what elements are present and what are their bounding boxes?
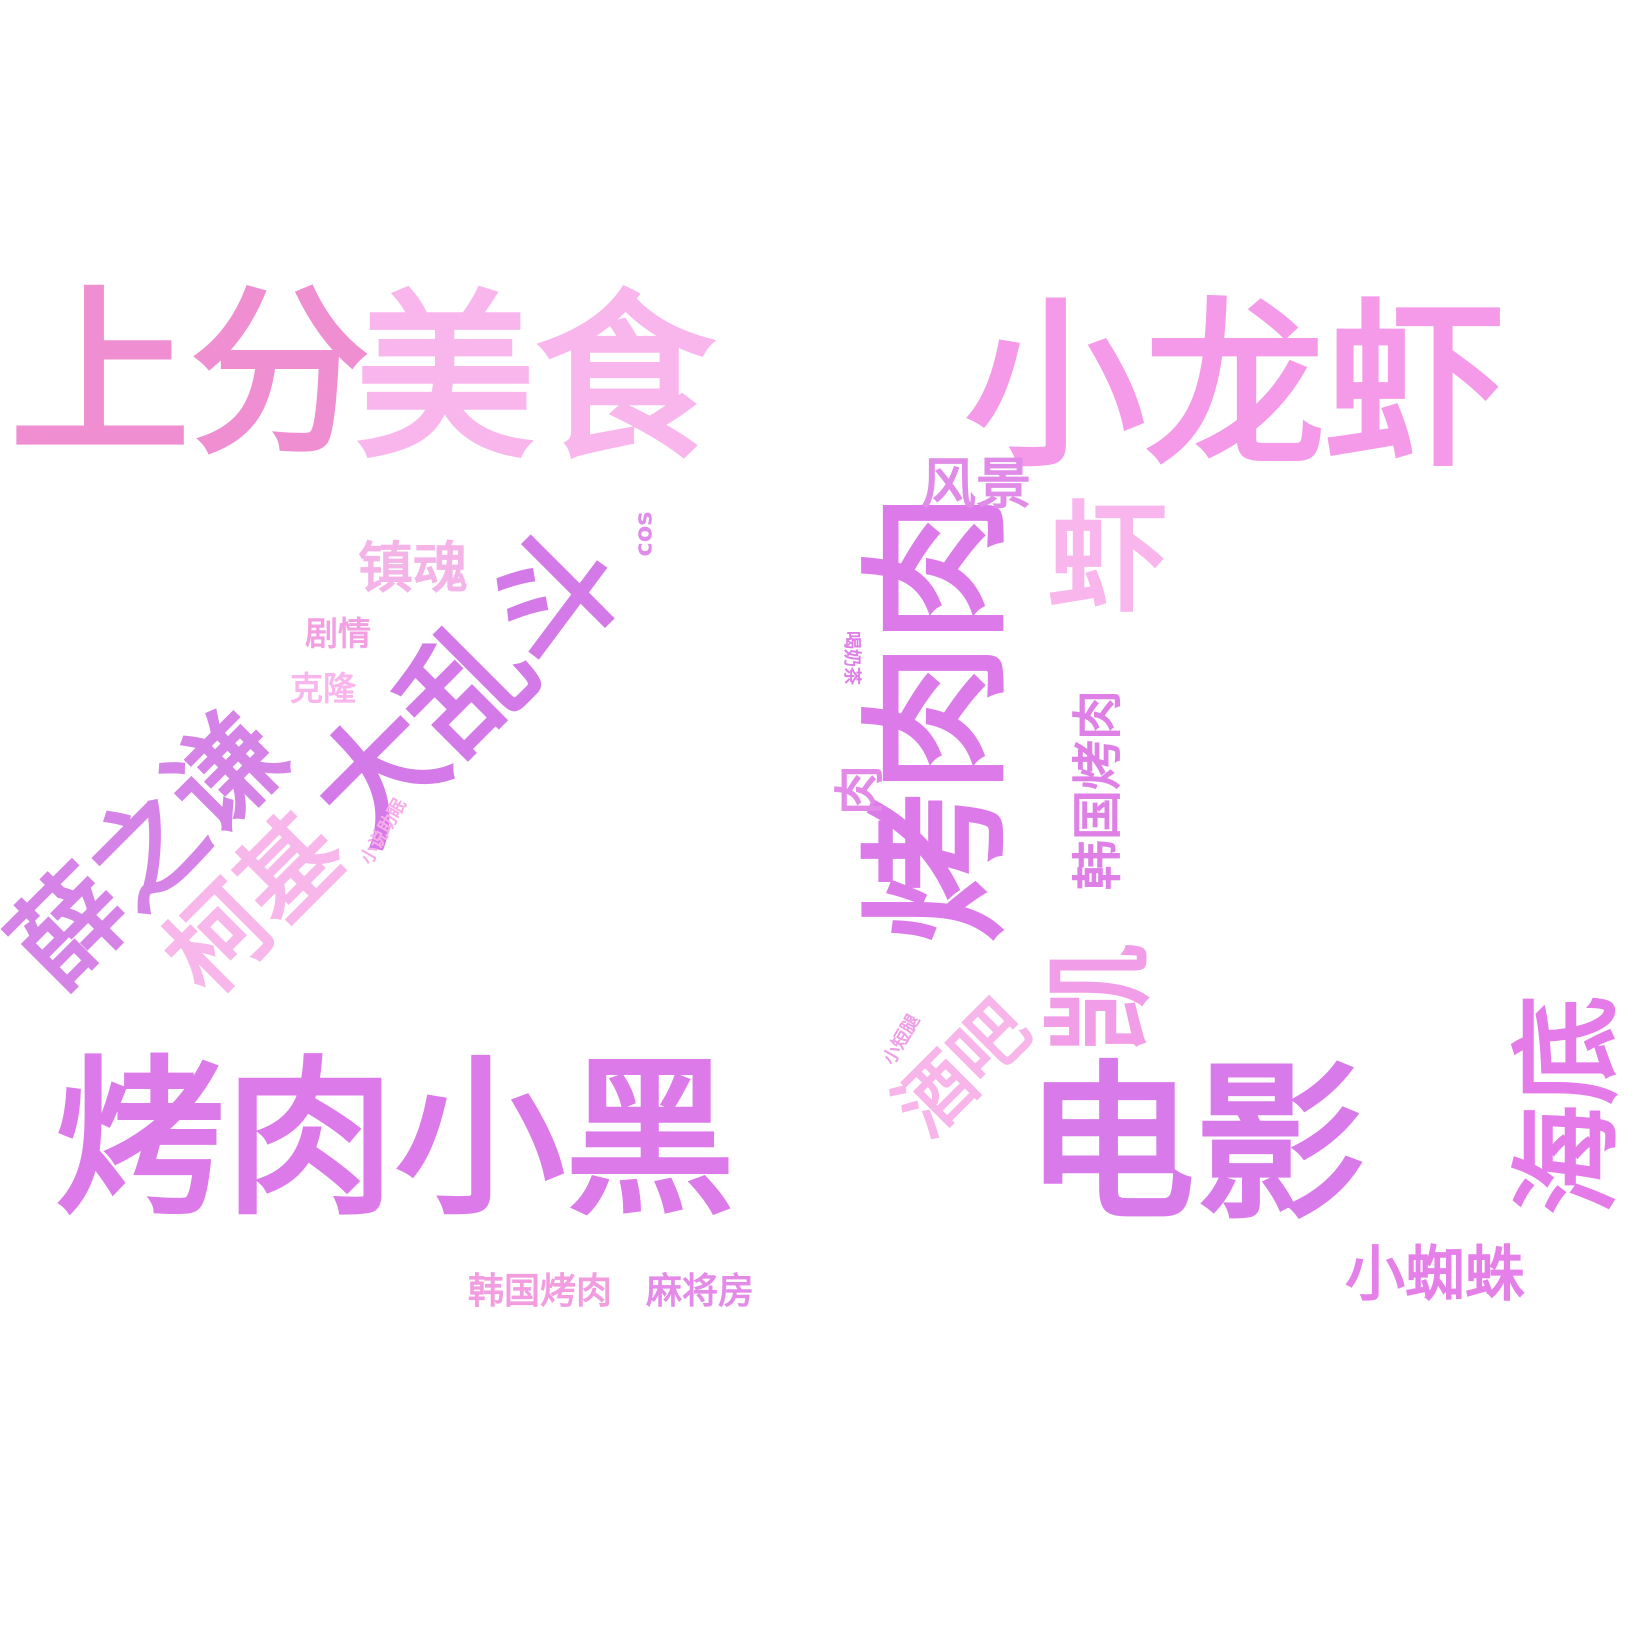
word-rou: 肉 [831,765,889,815]
word-kaorou-xiaohei: 烤肉小黑 [55,1041,736,1239]
word-kai: 凯 [1036,943,1164,1053]
word-xiaozhizhu: 小蜘蛛 [1345,1240,1525,1310]
word-shangfen: 上分 [10,270,371,479]
word-hanguo-kaorou-horizontal: 韩国烤肉 [468,1271,613,1312]
word-hanguo-kaorou-vertical: 韩国烤肉 [1069,690,1127,890]
word-xia: 虾 [1048,490,1168,629]
word-dianying: 电影 [1025,1046,1366,1244]
word-zhenhun: 镇魂 [358,535,469,600]
word-juqing: 剧情 [305,613,371,653]
word-kaorou-vertical: 烤肉肉 [851,492,1026,944]
word-majiangfang: 麻将房 [646,1271,755,1312]
word-meishi: 美食 [355,275,716,484]
word-kelong: 克隆 [290,668,356,708]
word-xiaolongxia: 小龙虾 [965,283,1506,492]
word-fengjing: 风景 [921,451,1032,516]
word-haidi: 海底 [1504,995,1632,1215]
word-cos: cos [629,511,657,557]
word-he-naicha: 喝奶茶 [841,631,862,685]
